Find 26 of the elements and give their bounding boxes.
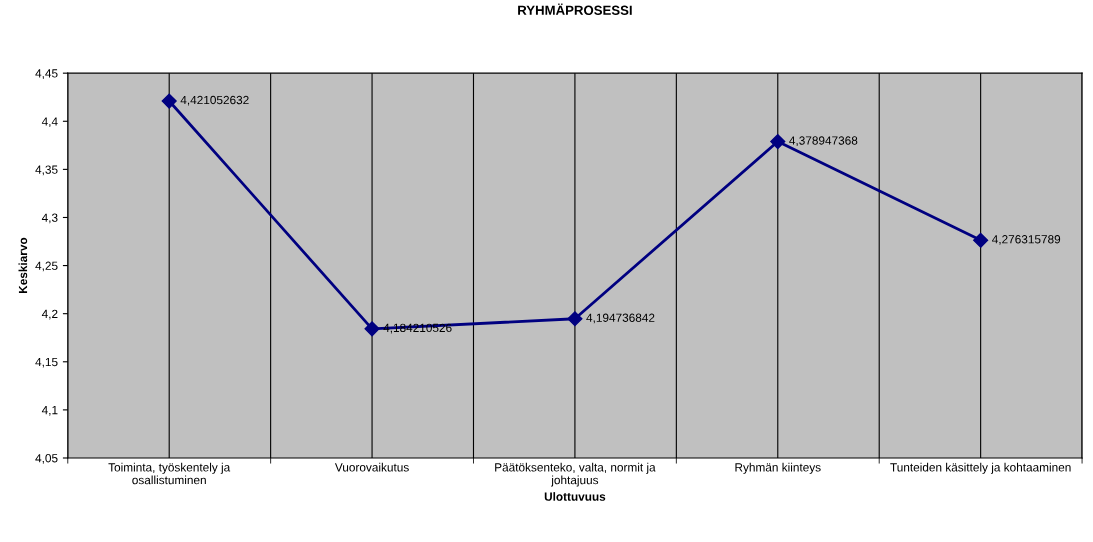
point (770, 133, 786, 150)
x-axis-title: Ulottuvuus (544, 492, 606, 501)
x-tick-label: Toiminta, työskentely ja osallistuminen (108, 462, 231, 485)
x-tick-label: Päätöksenteko, valta, normit ja johtajuus (495, 462, 656, 487)
y-tick-label: 4,45 (35, 69, 58, 79)
y-tick-label: 4,4 (41, 117, 58, 128)
y-tick-label: 4,3 (41, 213, 58, 224)
data-label: 4,276315789 (992, 235, 1061, 245)
y-tick-label: 4,1 (41, 406, 58, 416)
data-label: 4,378947368 (789, 136, 858, 147)
y-axis-title: Keskiarvo (18, 237, 28, 294)
x-tick-label: Tunteiden käsittely ja kohtaaminen (890, 462, 1071, 474)
point (364, 321, 380, 337)
y-tick-label: 4,2 (41, 309, 58, 320)
point (973, 232, 989, 248)
chart-title: RYHMÄPROSESSI (518, 3, 632, 15)
point (567, 311, 583, 327)
x-tick-label: Vuorovaikutus (334, 462, 409, 472)
point (161, 93, 177, 109)
y-tick-label: 4,05 (35, 454, 58, 464)
y-tick-label: 4,35 (35, 165, 58, 176)
y-tick-label: 4,15 (35, 357, 58, 368)
x-tick-label: Ryhmän kiinteys (735, 462, 821, 474)
y-tick-label: 4,25 (35, 261, 58, 272)
data-label: 4,421052632 (180, 95, 249, 106)
data-label: 4,194736842 (586, 313, 655, 324)
